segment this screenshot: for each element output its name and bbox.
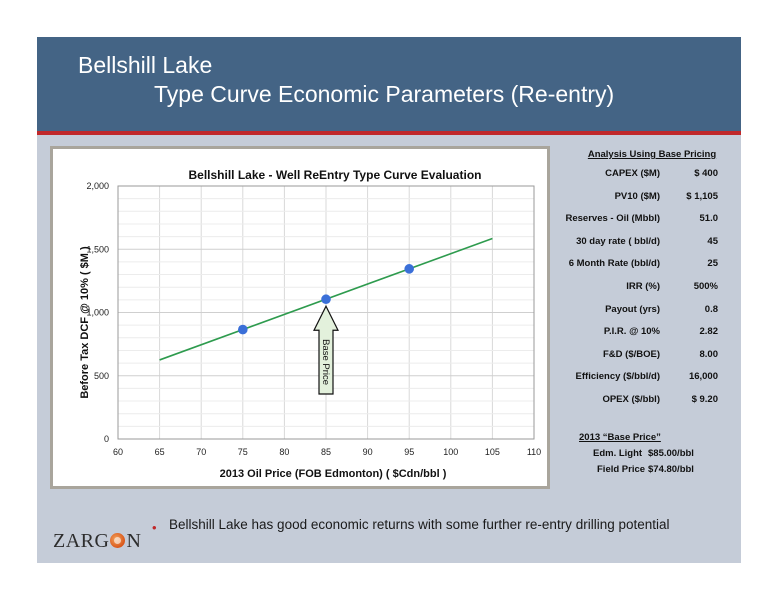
analysis-label: Reserves - Oil (Mbbl) bbox=[565, 213, 661, 225]
bullet-icon: • bbox=[152, 520, 157, 535]
plot-area bbox=[117, 185, 535, 440]
y-tick-label: 0 bbox=[104, 434, 109, 444]
analysis-value: 45 bbox=[707, 235, 718, 247]
analysis-label: IRR (%) bbox=[626, 280, 660, 292]
edm-light-label: Edm. Light bbox=[593, 448, 643, 459]
x-tick-label: 105 bbox=[485, 447, 500, 457]
analysis-label: PV10 ($M) bbox=[614, 190, 660, 202]
bullet-text: Bellshill Lake has good economic returns… bbox=[169, 517, 670, 532]
x-tick-label: 80 bbox=[279, 447, 289, 457]
slide: Bellshill Lake Type Curve Economic Param… bbox=[37, 37, 741, 563]
analysis-row: IRR (%) 500% bbox=[560, 276, 730, 299]
analysis-row: PV10 ($M) $ 1,105 bbox=[560, 186, 730, 209]
chart-title: Bellshill Lake - Well ReEntry Type Curve… bbox=[189, 168, 482, 182]
dcf-chart: 60 65 70 75 80 85 90 95 100 105 110 0 500 1,000 1,500 2… bbox=[79, 168, 541, 480]
analysis-value: 25 bbox=[707, 258, 718, 270]
data-point bbox=[321, 294, 331, 305]
analysis-value: 0.8 bbox=[704, 303, 718, 315]
analysis-value: $ 9.20 bbox=[691, 393, 718, 405]
x-tick-label: 65 bbox=[155, 447, 165, 457]
analysis-value: 51.0 bbox=[699, 213, 719, 225]
logo-text-right: N bbox=[126, 530, 142, 552]
analysis-row: Efficiency ($/bbl/d) 16,000 bbox=[560, 366, 730, 389]
x-tick-label: 85 bbox=[321, 447, 331, 457]
y-tick-label: 500 bbox=[94, 371, 109, 381]
analysis-row: Reserves - Oil (Mbbl) 51.0 bbox=[560, 208, 730, 231]
x-axis-label: 2013 Oil Price (FOB Edmonton) ( $Cdn/bbl… bbox=[220, 468, 447, 480]
analysis-row: CAPEX ($M) $ 400 bbox=[560, 163, 730, 186]
x-tick-label: 60 bbox=[113, 447, 123, 457]
analysis-label: Efficiency ($/bbl/d) bbox=[575, 371, 660, 383]
y-tick-label: 1,000 bbox=[86, 308, 109, 318]
y-axis-label: Before Tax DCF @ 10% ( $M ) bbox=[79, 246, 91, 399]
data-point bbox=[404, 264, 415, 274]
header-divider bbox=[37, 131, 741, 135]
analysis-label: 6 Month Rate (bbl/d) bbox=[568, 258, 660, 270]
analysis-row: F&D ($/BOE) 8.00 bbox=[560, 344, 730, 367]
y-tick-label: 2,000 bbox=[86, 181, 109, 191]
field-price-value: $74.80/bbl bbox=[648, 464, 694, 475]
analysis-row: OPEX ($/bbl) $ 9.20 bbox=[560, 389, 730, 412]
analysis-row: P.I.R. @ 10% 2.82 bbox=[560, 321, 730, 344]
analysis-row: 6 Month Rate (bbl/d) 25 bbox=[560, 253, 730, 276]
edm-light-value: $85.00/bbl bbox=[648, 448, 694, 459]
slide-header: Bellshill Lake Type Curve Economic Param… bbox=[37, 37, 741, 131]
analysis-value: $ 400 bbox=[694, 168, 718, 179]
analysis-label: P.I.R. @ 10% bbox=[603, 326, 660, 338]
zargon-logo: ZARG N bbox=[53, 530, 141, 553]
slide-subtitle: Type Curve Economic Parameters (Re-entry… bbox=[154, 81, 615, 107]
x-tick-label: 110 bbox=[527, 447, 541, 457]
x-tick-label: 90 bbox=[363, 447, 373, 457]
analysis-label: Payout (yrs) bbox=[605, 303, 660, 315]
analysis-label: 30 day rate ( bbl/d) bbox=[576, 235, 660, 247]
analysis-value: 2.82 bbox=[699, 326, 719, 338]
analysis-value: $ 1,105 bbox=[686, 190, 718, 202]
x-tick-label: 70 bbox=[196, 447, 206, 457]
logo-o-icon bbox=[110, 533, 126, 548]
analysis-table: Analysis Using Base Pricing CAPEX ($M) $ … bbox=[560, 149, 730, 412]
analysis-row: Payout (yrs) 0.8 bbox=[560, 299, 730, 322]
base-price-arrow bbox=[313, 304, 339, 395]
analysis-value: 8.00 bbox=[699, 348, 719, 360]
analysis-label: CAPEX ($M) bbox=[605, 168, 660, 179]
logo-text-left: ZARG bbox=[53, 530, 110, 552]
analysis-row: 30 day rate ( bbl/d) 45 bbox=[560, 231, 730, 254]
x-tick-label: 95 bbox=[404, 447, 414, 457]
slide-title: Bellshill Lake bbox=[78, 52, 213, 78]
y-tick-label: 1,500 bbox=[86, 244, 109, 254]
field-price-label: Field Price bbox=[597, 464, 646, 475]
analysis-value: 16,000 bbox=[688, 371, 718, 383]
chart-panel: 60 65 70 75 80 85 90 95 100 105 110 0 500 1,000 1,500 2… bbox=[50, 146, 550, 489]
x-tick-label: 75 bbox=[238, 447, 248, 457]
analysis-label: OPEX ($/bbl) bbox=[602, 393, 660, 405]
data-point bbox=[238, 324, 248, 335]
base-price-annotation: Base Price bbox=[320, 339, 331, 385]
analysis-value: 500% bbox=[693, 280, 718, 292]
analysis-label: F&D ($/BOE) bbox=[603, 348, 660, 360]
x-tick-label: 100 bbox=[443, 447, 458, 457]
base-price-heading: 2013 “Base Price” bbox=[579, 432, 661, 443]
analysis-heading: Analysis Using Base Pricing bbox=[587, 149, 717, 160]
